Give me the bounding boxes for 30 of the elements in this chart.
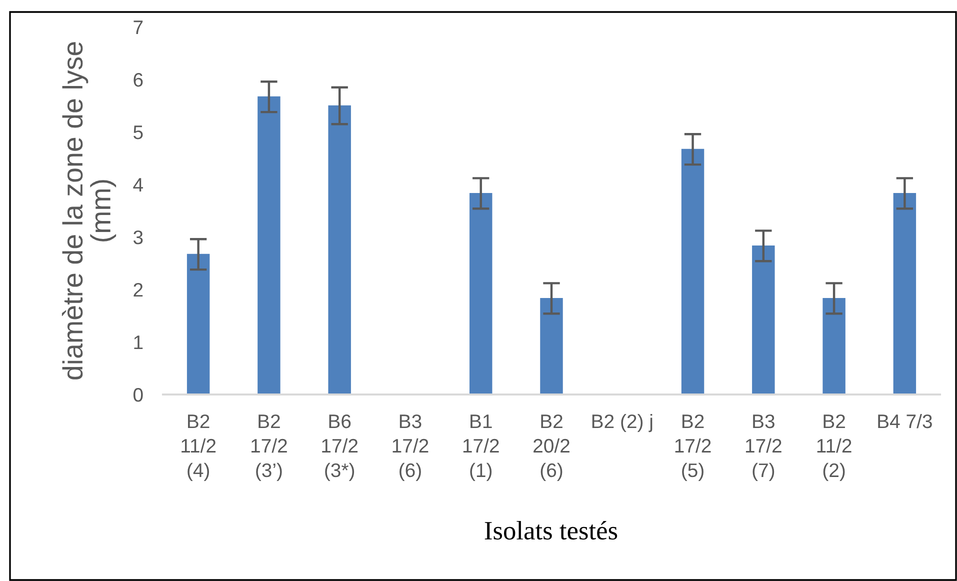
bar	[540, 298, 563, 394]
bar	[258, 96, 280, 394]
x-tick-label: B2 20/2 (6)	[534, 414, 570, 481]
y-tick-label: 5	[134, 126, 143, 140]
x-tick-label: B2 (2) j	[592, 414, 652, 432]
y-tick-label: 7	[134, 20, 143, 34]
y-axis-title: diamètre de la zone de lyse (mm)	[62, 42, 116, 380]
bar	[822, 298, 846, 394]
y-tick-label: 0	[134, 388, 143, 402]
y-tick-label: 3	[133, 230, 143, 244]
x-tick-label: B2 17/2 (5)	[675, 414, 711, 481]
x-tick-label: B4 7/3	[878, 414, 932, 428]
x-tick-label: B2 11/2 (2)	[817, 414, 852, 481]
x-tick-label: B1 17/2 (1)	[463, 414, 499, 481]
x-tick-label: B3 17/2 (7)	[746, 414, 782, 481]
bar	[328, 105, 351, 394]
bar	[752, 246, 775, 394]
x-tick-label: B2 17/2 (3’)	[252, 414, 287, 481]
x-axis-title: Isolats testés	[484, 520, 618, 540]
bar	[681, 148, 704, 394]
y-tick-label: 2	[134, 282, 143, 297]
y-tick-label: 1	[134, 336, 143, 350]
bar	[469, 193, 492, 394]
y-tick-label: 6	[134, 72, 143, 87]
bar	[893, 193, 916, 394]
x-tick-label: B2 11/2 (4)	[182, 414, 216, 481]
x-tick-label: B6 17/2 (3*)	[322, 414, 358, 481]
y-tick-label: 4	[133, 178, 143, 192]
bar	[186, 254, 210, 394]
x-tick-label: B3 17/2 (6)	[392, 414, 428, 481]
